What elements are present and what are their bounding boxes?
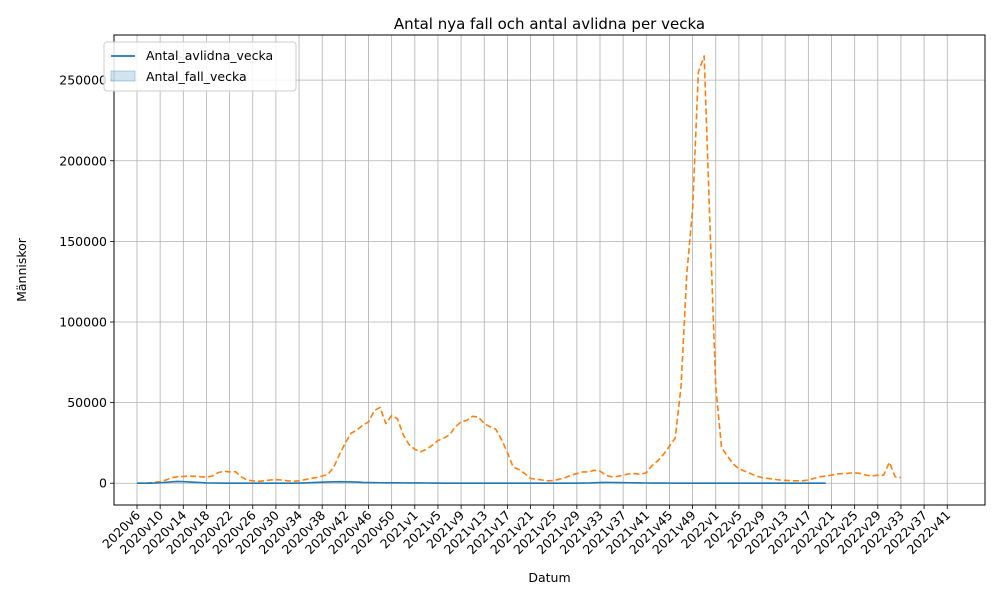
y-axis-label: Människor: [14, 237, 29, 302]
legend-box: [103, 41, 297, 92]
y-tick-label: 250000: [59, 73, 107, 88]
series-line-dashed: [136, 55, 902, 485]
x-axis-label: Datum: [528, 570, 570, 585]
y-tick-label: 150000: [59, 234, 107, 249]
y-tick-label: 100000: [59, 314, 107, 329]
y-tick-label: 50000: [67, 395, 107, 410]
grid: [114, 35, 985, 505]
legend-label-fall: Antal_fall_vecka: [146, 69, 247, 84]
series-line-antal_avlidna_vecka: [137, 480, 826, 485]
y-tick-label: 200000: [59, 153, 107, 168]
legend-patch-swatch: [110, 70, 136, 82]
y-tick-label: 0: [99, 476, 107, 491]
legend: Antal_avlidna_vecka Antal_fall_vecka: [103, 41, 297, 92]
y-axis: 0 50000 100000 150000 200000 250000: [59, 73, 114, 491]
series-layer: [136, 55, 902, 485]
plot-frame: [113, 34, 986, 506]
chart-title: Antal nya fall och antal avlidna per vec…: [394, 15, 705, 33]
legend-label-avlidna: Antal_avlidna_vecka: [146, 48, 273, 63]
x-axis: 2020v62020v102020v142020v182020v222020v2…: [99, 505, 953, 557]
